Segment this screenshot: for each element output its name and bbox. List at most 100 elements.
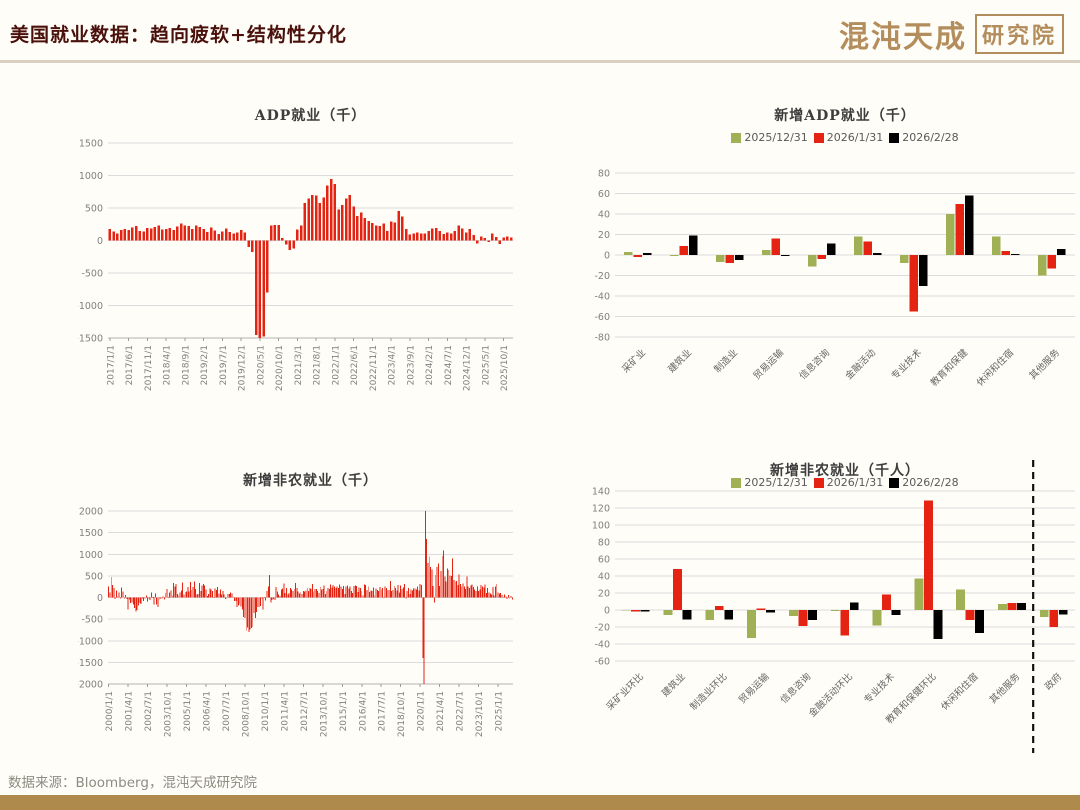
svg-text:2010/1/1: 2010/1/1 [261, 691, 271, 731]
new-nonfarm-by-industry-chart: 新增非农就业（千人） 2025/12/31 2026/1/31 2026/2/2… [590, 452, 1080, 800]
svg-text:2000/1/1: 2000/1/1 [105, 691, 115, 731]
legend-item: 2026/2/28 [889, 476, 959, 489]
legend-label: 2026/2/28 [902, 131, 959, 144]
svg-text:2017/11/1: 2017/11/1 [144, 345, 154, 391]
svg-text:0: 0 [604, 606, 610, 617]
new-nonfarm-by-industry-plot: 140 120 100 80 60 40 20 0 -20 -40 -60 采矿业环比 建筑业 制造业环比… [592, 460, 1075, 753]
svg-text:贸易运输: 贸易运输 [751, 346, 787, 382]
svg-text:教育和保健: 教育和保健 [928, 346, 970, 388]
svg-text:80: 80 [598, 538, 610, 549]
svg-text:2022/6/1: 2022/6/1 [350, 345, 360, 385]
svg-text:2020/1/1: 2020/1/1 [417, 691, 427, 731]
svg-text:60: 60 [598, 555, 610, 566]
svg-text:-500: -500 [81, 269, 103, 280]
svg-text:1000: 1000 [79, 171, 103, 182]
legend-label: 2025/12/31 [744, 476, 808, 489]
svg-text:2006/4/1: 2006/4/1 [203, 691, 213, 731]
legend-new-nonfarm: 2025/12/31 2026/1/31 2026/2/28 [615, 476, 1075, 489]
svg-text:-40: -40 [594, 292, 610, 303]
chart-title-nonfarm: 新增非农就业（千） [243, 473, 378, 489]
svg-text:2021/3/1: 2021/3/1 [294, 345, 304, 385]
svg-text:建筑业: 建筑业 [665, 347, 694, 376]
legend-new-adp: 2025/12/31 2026/1/31 2026/2/28 [615, 131, 1075, 144]
svg-text:0: 0 [97, 593, 103, 604]
svg-text:2019/12/1: 2019/12/1 [238, 345, 248, 391]
slide-header: 美国就业数据：趋向疲软+结构性分化 混沌天成 研究院 [0, 0, 1080, 63]
company-logo: 混沌天成 研究院 [839, 12, 1064, 56]
svg-text:制造业环比: 制造业环比 [688, 671, 730, 713]
chart-title-new-adp: 新增ADP就业（千） [774, 108, 916, 124]
legend-item: 2026/1/31 [813, 476, 883, 489]
svg-text:2011/4/1: 2011/4/1 [280, 691, 290, 731]
svg-text:2022/11/1: 2022/11/1 [369, 345, 379, 391]
svg-text:2008/10/1: 2008/10/1 [241, 691, 251, 737]
legend-swatch-green [731, 132, 742, 143]
svg-text:-60: -60 [594, 312, 610, 323]
svg-text:2024/7/1: 2024/7/1 [444, 345, 454, 385]
svg-text:2025/10/1: 2025/10/1 [500, 345, 510, 391]
svg-text:2003/10/1: 2003/10/1 [164, 691, 174, 737]
svg-text:500: 500 [85, 571, 103, 582]
footer-gold-bar [0, 795, 1080, 810]
svg-text:2023/9/1: 2023/9/1 [406, 345, 416, 385]
svg-text:140: 140 [592, 487, 610, 498]
svg-text:采矿业: 采矿业 [619, 347, 648, 376]
svg-text:建筑业: 建筑业 [659, 671, 688, 700]
svg-text:2025/1/1: 2025/1/1 [495, 691, 505, 731]
logo-seal-text: 研究院 [974, 14, 1064, 54]
svg-text:贸易运输: 贸易运输 [736, 670, 772, 706]
legend-label: 2025/12/31 [744, 131, 808, 144]
svg-text:80: 80 [598, 169, 610, 180]
svg-text:专业技术: 专业技术 [889, 346, 925, 382]
svg-text:-1000: -1000 [78, 301, 103, 312]
svg-text:2019/7/1: 2019/7/1 [219, 345, 229, 385]
svg-text:2007/7/1: 2007/7/1 [222, 691, 232, 731]
svg-text:2001/4/1: 2001/4/1 [125, 691, 135, 731]
svg-text:信息咨询: 信息咨询 [797, 347, 832, 382]
legend-swatch-green [731, 477, 742, 488]
svg-text:2013/10/1: 2013/10/1 [319, 691, 329, 737]
chart-title-new-nonfarm: 新增非农就业（千人） [770, 463, 920, 479]
nonfarm-payrolls-plot: 2000 1500 1000 500 0 -500 -1000 -1500 -20002000/… [78, 507, 513, 737]
legend-swatch-black [889, 477, 900, 488]
svg-text:休闲和住宿: 休闲和住宿 [974, 347, 1016, 389]
svg-text:其他服务: 其他服务 [987, 670, 1023, 706]
svg-text:-20: -20 [594, 271, 610, 282]
page-title: 美国就业数据：趋向疲软+结构性分化 [10, 24, 347, 46]
svg-text:-1500: -1500 [78, 658, 103, 669]
svg-text:2021/4/1: 2021/4/1 [436, 691, 446, 731]
legend-swatch-black [889, 132, 900, 143]
svg-text:40: 40 [598, 572, 610, 583]
svg-text:-2000: -2000 [78, 680, 103, 691]
legend-label: 2026/1/31 [826, 131, 884, 144]
svg-text:专业技术: 专业技术 [862, 670, 898, 706]
new-adp-by-industry-chart: 新增ADP就业（千） 2025/12/31 2026/1/31 2026/2/2… [590, 101, 1080, 441]
svg-text:-1500: -1500 [78, 334, 103, 345]
svg-text:2000: 2000 [79, 507, 103, 518]
svg-text:-500: -500 [81, 615, 103, 626]
svg-text:2017/7/1: 2017/7/1 [378, 691, 388, 731]
svg-text:2018/4/1: 2018/4/1 [163, 345, 173, 385]
svg-text:信息咨询: 信息咨询 [778, 671, 813, 706]
svg-text:政府: 政府 [1042, 670, 1064, 692]
legend-item: 2025/12/31 [731, 131, 808, 144]
svg-text:1500: 1500 [79, 528, 103, 539]
svg-text:2016/4/1: 2016/4/1 [358, 691, 368, 731]
legend-item: 2026/1/31 [813, 131, 884, 144]
svg-text:60: 60 [598, 189, 610, 200]
svg-text:2018/10/1: 2018/10/1 [397, 691, 407, 737]
logo-brand-text: 混沌天成 [838, 20, 967, 55]
svg-text:1000: 1000 [79, 550, 103, 561]
svg-text:-20: -20 [594, 623, 610, 634]
legend-swatch-red [813, 477, 824, 488]
svg-text:-40: -40 [594, 640, 610, 651]
svg-text:120: 120 [592, 504, 610, 515]
svg-text:-60: -60 [594, 657, 610, 668]
nonfarm-payrolls-chart: 新增非农就业（千） 2000 1500 1000 500 0 -500 -1000 -1500… [78, 454, 538, 794]
svg-text:2020/5/1: 2020/5/1 [256, 345, 266, 385]
svg-text:2020/10/1: 2020/10/1 [275, 345, 285, 391]
svg-text:20: 20 [598, 589, 610, 600]
legend-item: 2025/12/31 [731, 476, 808, 489]
